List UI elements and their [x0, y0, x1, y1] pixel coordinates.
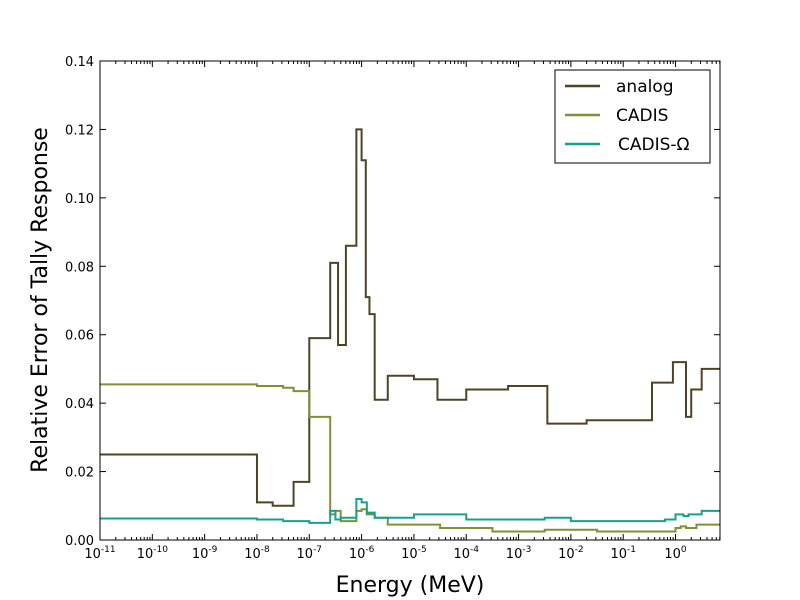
legend: analog CADIS CADIS-Ω	[554, 69, 711, 164]
series-line-cadis	[100, 383, 720, 533]
legend-label-analog: analog	[616, 77, 674, 97]
series-layer	[100, 128, 720, 533]
y-tick-label: 0.06	[65, 329, 94, 344]
y-tick-label: 0.00	[65, 534, 94, 549]
x-tick-label: 10-8	[244, 545, 270, 562]
x-tick-label: 10-1	[610, 545, 636, 562]
ticks-layer: 0.00 0.02 0.04 0.06 0.08 0.10 0.12 0.14 10-11 10-…	[65, 55, 721, 562]
y-tick-label: 0.10	[65, 192, 94, 207]
x-tick-label: 10-2	[558, 545, 584, 562]
y-tick-label: 0.12	[65, 123, 94, 138]
y-axis-label: Relative Error of Tally Response	[28, 127, 53, 473]
y-tick-label: 0.14	[65, 55, 94, 70]
legend-label-cadis: CADIS	[616, 106, 668, 126]
series-line-cadis-	[100, 497, 720, 524]
x-tick-label: 10-4	[453, 545, 479, 562]
y-tick-label: 0.04	[65, 397, 94, 412]
x-axis-label: Energy (MeV)	[336, 573, 485, 598]
series-line-analog	[100, 128, 720, 507]
x-tick-label: 10-3	[506, 545, 532, 562]
x-tick-label: 10-9	[192, 545, 218, 562]
x-tick-label: 10-5	[401, 545, 427, 562]
plot-frame	[99, 60, 721, 541]
x-tick-label: 100	[664, 545, 687, 562]
x-tick-label: 10-7	[297, 545, 323, 562]
y-tick-label: 0.08	[65, 260, 94, 275]
x-tick-label: 10-10	[137, 545, 169, 562]
legend-label-cadis-omega: CADIS-Ω	[618, 135, 690, 155]
x-tick-label: 10-11	[84, 545, 115, 562]
y-tick-label: 0.02	[65, 466, 94, 481]
x-tick-label: 10-6	[349, 545, 375, 562]
